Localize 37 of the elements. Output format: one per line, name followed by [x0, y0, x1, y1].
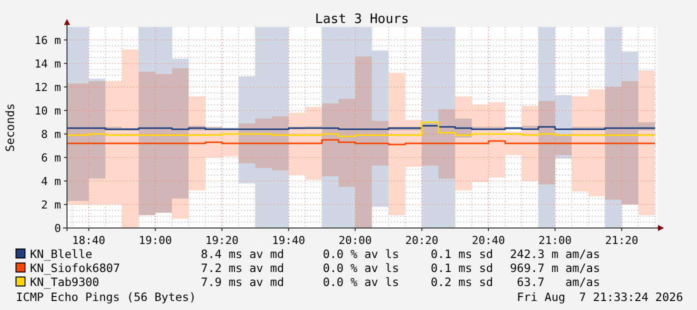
- chart-title: Last 3 Hours: [315, 12, 409, 27]
- text: 0.1 ms sd: [430, 261, 493, 276]
- x-tick-label: 21:20: [605, 234, 638, 247]
- y-tick-label: 16 m: [34, 34, 62, 47]
- x-tick-label: 20:00: [338, 234, 372, 247]
- y-tick-label: 2 m: [41, 198, 62, 212]
- text: 0.0 % av ls: [322, 247, 399, 262]
- text: 0.0 % av ls: [322, 261, 399, 276]
- y-tick-label: 0: [54, 222, 61, 235]
- x-tick-label: 20:40: [472, 234, 506, 247]
- x-tick-label: 20:20: [405, 234, 438, 247]
- x-tick-label: 18:40: [72, 234, 106, 247]
- y-tick-label: 14 m: [34, 57, 62, 70]
- legend-label: KN_Blelle: [30, 247, 92, 262]
- y-tick-label: 8 m: [41, 128, 62, 141]
- text: 0.1 ms sd: [430, 247, 493, 262]
- text: 8.4 ms av md: [200, 247, 284, 262]
- legend-label: KN_Tab9300: [30, 275, 100, 290]
- x-tick-label: 21:00: [538, 234, 572, 247]
- text: 7.9 ms av md: [200, 275, 284, 290]
- text: ICMP Echo Pings (56 Bytes): [16, 290, 196, 304]
- text: 7.2 ms av md: [200, 261, 284, 276]
- text: 242.3 m am/as: [510, 247, 600, 262]
- text: Fri Aug 7 21:33:24 2026: [516, 290, 684, 304]
- y-tick-label: 10 m: [34, 104, 62, 118]
- y-tick-label: 12 m: [34, 80, 62, 94]
- legend-label: KN_Siofok6807: [30, 261, 120, 276]
- text: 0.0 % av ls: [322, 275, 399, 290]
- y-tick-label: 6 m: [41, 151, 62, 164]
- x-tick-label: 19:20: [205, 234, 239, 247]
- text: 0.2 ms sd: [430, 275, 493, 290]
- x-tick-label: 19:00: [138, 234, 172, 247]
- x-tick-label: 19:40: [272, 234, 306, 247]
- text: 63.7 am/as: [516, 275, 600, 290]
- text: 969.7 m am/as: [510, 261, 600, 276]
- y-axis-title: Seconds: [3, 103, 17, 152]
- y-tick-label: 4 m: [41, 174, 62, 188]
